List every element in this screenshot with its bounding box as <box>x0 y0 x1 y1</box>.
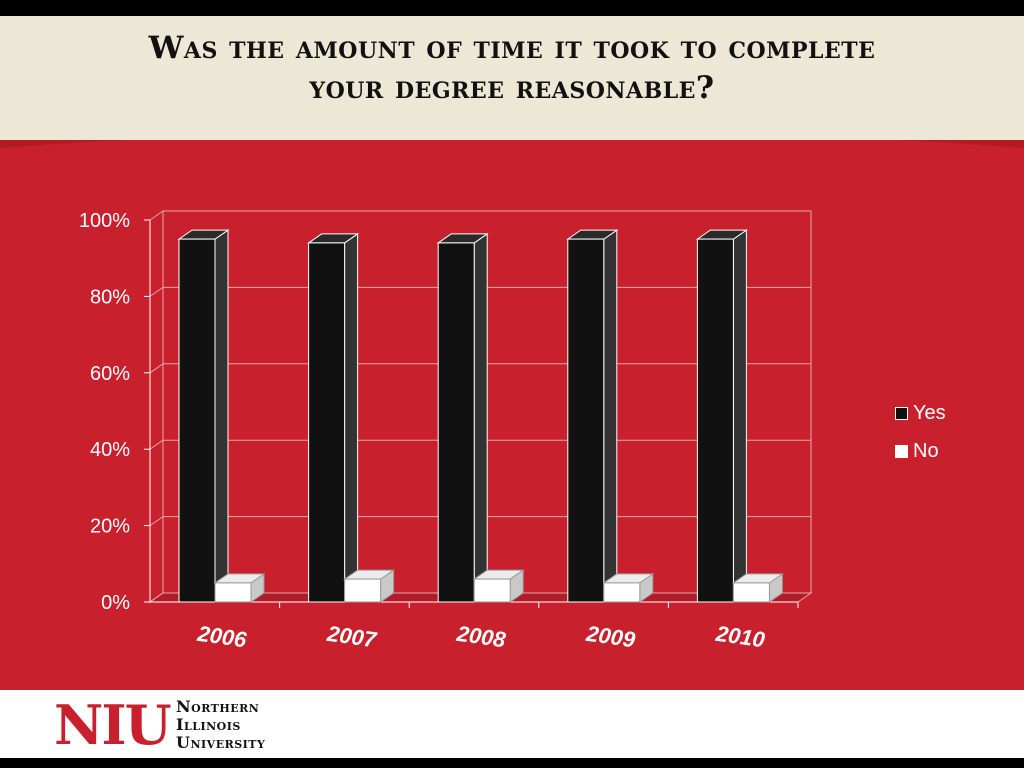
bar-yes-2010 <box>696 238 734 603</box>
title-band <box>0 16 1024 140</box>
x-tick-label-2010: 2010 <box>713 621 767 653</box>
legend-item-no: No <box>895 440 939 463</box>
y-tick-label: 40% <box>90 439 130 461</box>
title-line-2: your degree reasonable? <box>309 70 715 106</box>
gridline-depth <box>149 363 164 374</box>
logo-line-illinois: Illinois <box>176 715 241 734</box>
legend-label-no: No <box>913 440 939 462</box>
bar-no-2007 <box>344 578 382 603</box>
y-tick-label: 80% <box>90 286 130 308</box>
bar-no-2010 <box>732 582 770 603</box>
y-tick-label: 0% <box>101 592 130 614</box>
x-tick-label-2006: 2006 <box>195 621 249 653</box>
gridline-depth <box>149 210 164 221</box>
legend-label-yes: Yes <box>913 402 946 424</box>
gridline-depth <box>149 592 164 603</box>
x-tick-label-2007: 2007 <box>325 621 380 653</box>
bar-no-2006 <box>214 582 252 603</box>
bar-side-yes-2006 <box>214 229 229 603</box>
slide-title: Was the amount of time it took to comple… <box>60 28 964 108</box>
legend-swatch-yes <box>895 407 908 420</box>
bar-no-2009 <box>603 582 641 603</box>
x-tick-label-2009: 2009 <box>584 621 638 653</box>
gridline-depth <box>149 439 164 450</box>
logo-line-university: University <box>176 733 266 752</box>
bar-side-yes-2009 <box>603 229 618 603</box>
niu-logo-mark: NIU <box>54 693 172 757</box>
footer <box>0 690 1024 758</box>
gridline-depth <box>149 286 164 297</box>
bar-yes-2006 <box>178 238 216 603</box>
y-tick-label: 60% <box>90 363 130 385</box>
logo-line-northern: Northern <box>176 697 260 716</box>
bar-side-yes-2008 <box>473 232 488 603</box>
title-line-1: Was the amount of time it took to comple… <box>148 30 876 66</box>
bar-yes-2007 <box>308 242 346 603</box>
bar-yes-2009 <box>567 238 605 603</box>
legend-item-yes: Yes <box>895 402 946 425</box>
gridline-depth <box>149 516 164 527</box>
bottom-border <box>0 758 1024 768</box>
bar-yes-2008 <box>437 242 475 603</box>
y-tick-label: 20% <box>90 516 130 538</box>
x-tick-label-2008: 2008 <box>454 621 508 653</box>
bar-side-yes-2010 <box>732 229 747 603</box>
bar-no-2008 <box>473 578 511 603</box>
legend-swatch-no <box>895 445 908 458</box>
y-tick-label: 100% <box>79 210 130 232</box>
bar-side-yes-2007 <box>344 232 359 603</box>
top-border <box>0 0 1024 16</box>
